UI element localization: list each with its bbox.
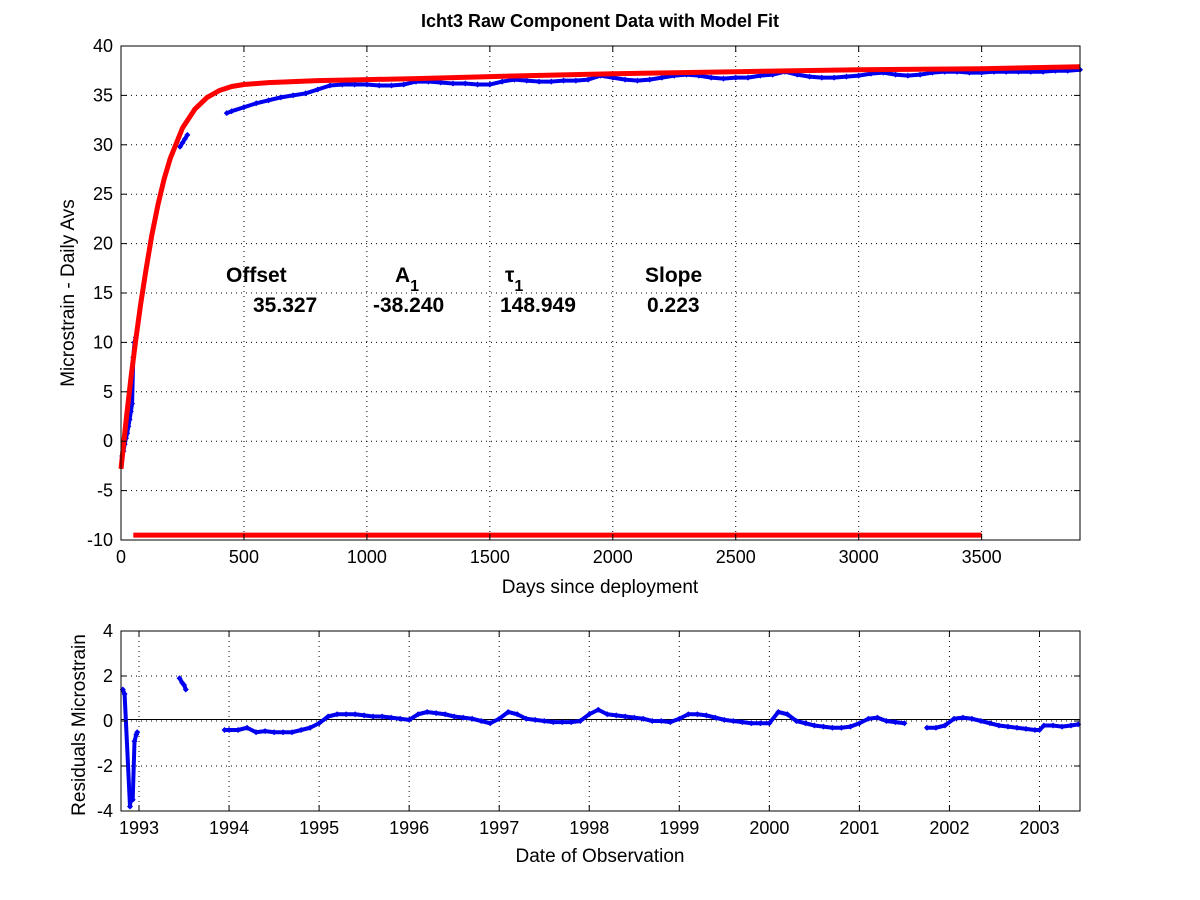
y-tick-label: 0 xyxy=(103,431,113,451)
y-tick-label: -2 xyxy=(97,756,113,776)
y-tick-label: -5 xyxy=(97,481,113,501)
y-tick-label: -4 xyxy=(97,801,113,821)
data-point-trace xyxy=(130,739,137,802)
top-series xyxy=(118,64,1083,538)
top-plot-frame xyxy=(120,45,1081,541)
model-fit-line xyxy=(118,64,1081,470)
x-tick-label: 1000 xyxy=(347,547,387,567)
y-tick-label: -10 xyxy=(87,530,113,550)
data-point xyxy=(184,131,191,138)
param-value-tau: 148.949 xyxy=(500,294,576,317)
x-tick-label: 2000 xyxy=(593,547,633,567)
data-point xyxy=(901,720,908,727)
x-tick-label: 1997 xyxy=(479,818,519,838)
param-header-a: A1 xyxy=(395,264,419,295)
x-tick-label: 500 xyxy=(229,547,259,567)
x-tick-label: 1995 xyxy=(299,818,339,838)
y-tick-label: 15 xyxy=(93,283,113,303)
y-tick-label: 30 xyxy=(93,135,113,155)
bottom-series xyxy=(119,675,1082,810)
param-header-tau: τ1 xyxy=(505,264,523,295)
bottom-plot-frame xyxy=(120,630,1081,812)
param-header-tau-symbol: τ xyxy=(505,264,515,287)
param-value-a: -38.240 xyxy=(373,294,444,317)
x-tick-label: 1994 xyxy=(209,818,249,838)
y-tick-label: 40 xyxy=(93,36,113,56)
x-tick-label: 2000 xyxy=(749,818,789,838)
bottom-x-axis-label: Date of Observation xyxy=(516,846,685,867)
data-point xyxy=(182,686,189,693)
x-tick-label: 1998 xyxy=(569,818,609,838)
param-value-slope: 0.223 xyxy=(647,294,700,317)
y-tick-label: 10 xyxy=(93,332,113,352)
x-tick-label: 2002 xyxy=(929,818,969,838)
data-point-trace xyxy=(767,710,781,726)
x-tick-label: 1993 xyxy=(119,818,159,838)
param-header-slope: Slope xyxy=(645,264,702,287)
data-point-trace xyxy=(122,692,133,809)
y-tick-label: 2 xyxy=(103,666,113,686)
x-tick-label: 0 xyxy=(116,547,126,567)
bottom-y-axis-label: Residuals Microstrain xyxy=(69,634,90,816)
param-value-offset: 35.327 xyxy=(253,294,317,317)
param-header-a-symbol: A xyxy=(395,264,410,287)
x-tick-label: 2003 xyxy=(1019,818,1059,838)
x-tick-label: 1999 xyxy=(659,818,699,838)
param-header-a-subscript: 1 xyxy=(410,278,419,295)
x-tick-label: 2001 xyxy=(839,818,879,838)
x-tick-label: 2500 xyxy=(716,547,756,567)
param-header-offset: Offset xyxy=(226,264,287,287)
y-tick-label: 5 xyxy=(103,382,113,402)
bottom-ticks: 1993 1994 1995 1996 1997 1998 1999 2000 2001 2002… xyxy=(97,621,1080,838)
x-tick-label: 3000 xyxy=(839,547,879,567)
y-tick-label: 4 xyxy=(103,621,113,641)
param-header-tau-subscript: 1 xyxy=(514,278,523,295)
residuals-chart: 1993 1994 1995 1996 1997 1998 1999 2000 2001 2002… xyxy=(69,621,1082,867)
x-tick-label: 3500 xyxy=(962,547,1002,567)
top-x-axis-label: Days since deployment xyxy=(502,577,699,598)
y-tick-label: 0 xyxy=(103,711,113,731)
x-tick-label: 1996 xyxy=(389,818,429,838)
top-y-axis-label: Microstrain - Daily Avs xyxy=(58,199,79,387)
chart-title: Icht3 Raw Component Data with Model Fit xyxy=(421,11,779,31)
y-tick-label: 20 xyxy=(93,234,113,254)
y-tick-label: 35 xyxy=(93,85,113,105)
top-ticks: 0 500 1000 1500 2000 2500 3000 3500 -10 -5 0 5 10 15 2… xyxy=(87,36,1080,567)
fit-parameters: Offset A1 τ1 Slope 35.327 -38.240 148.94… xyxy=(226,264,702,317)
model-fit-chart: Icht3 Raw Component Data with Model Fit … xyxy=(58,11,1083,598)
x-tick-label: 1500 xyxy=(470,547,510,567)
y-tick-label: 25 xyxy=(93,184,113,204)
data-point xyxy=(134,729,141,736)
